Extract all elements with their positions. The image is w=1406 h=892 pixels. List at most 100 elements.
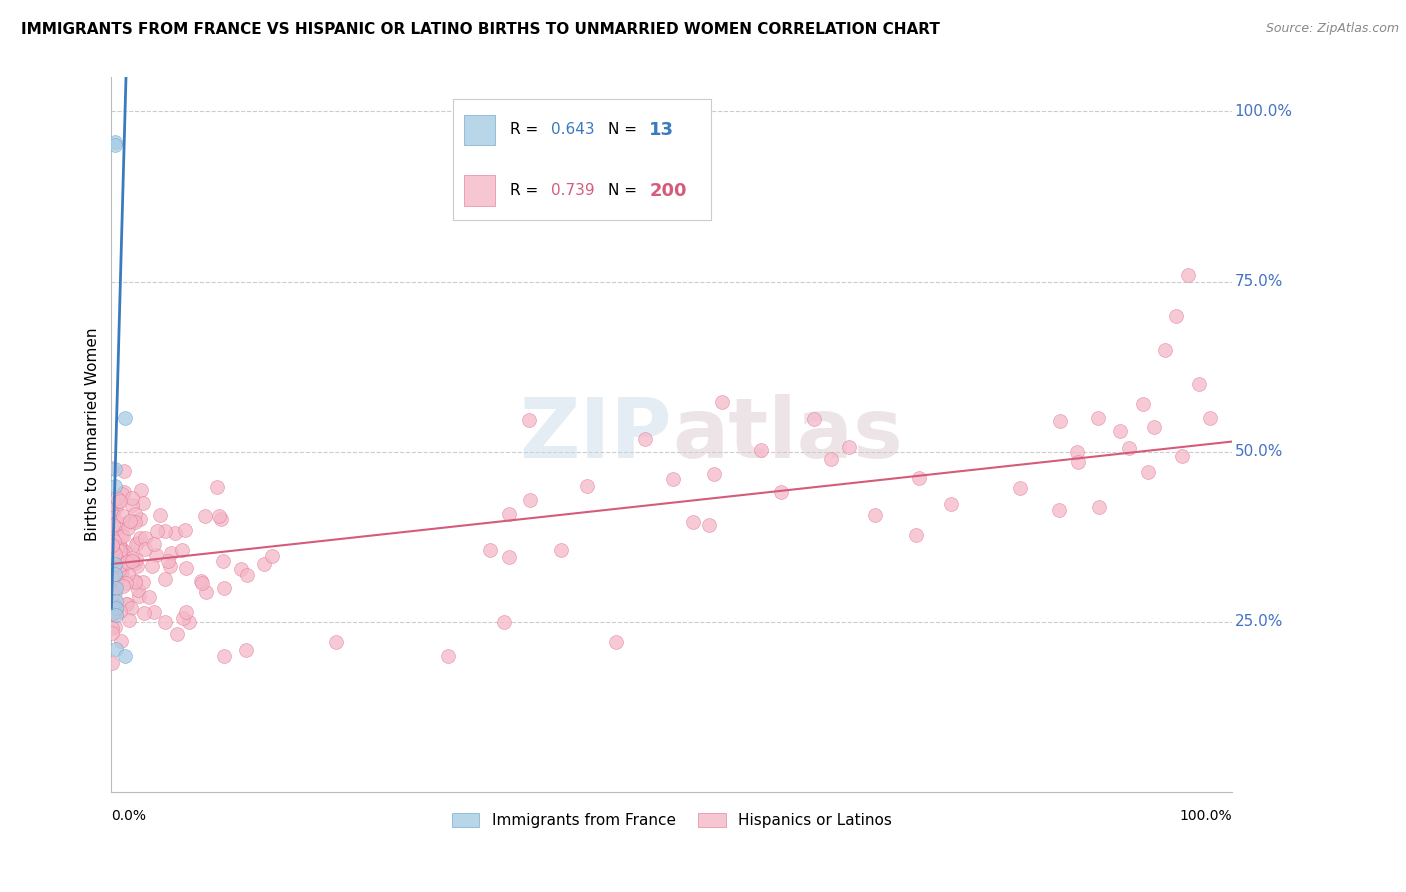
- Point: [170, 542, 193, 557]
- Point: [1136, 465, 1159, 479]
- Point: [1143, 420, 1166, 434]
- Point: [195, 584, 218, 599]
- Point: [149, 508, 172, 523]
- Point: [111, 566, 134, 580]
- Point: [105, 540, 128, 554]
- Point: [115, 516, 138, 531]
- Point: [100, 529, 122, 543]
- Point: [100, 530, 122, 544]
- Point: [104, 573, 127, 587]
- Point: [112, 464, 135, 478]
- Point: [104, 479, 127, 493]
- Point: [124, 515, 146, 529]
- Point: [1047, 503, 1070, 517]
- Point: [115, 597, 138, 611]
- Point: [115, 598, 138, 612]
- Point: [128, 589, 150, 603]
- Point: [115, 575, 138, 590]
- Point: [124, 557, 146, 571]
- Point: [108, 566, 131, 581]
- Point: [1010, 481, 1032, 495]
- Point: [104, 601, 127, 615]
- Point: [103, 518, 125, 533]
- Point: [103, 547, 125, 561]
- Point: [101, 539, 124, 553]
- Point: [1166, 309, 1188, 323]
- Point: [101, 539, 124, 553]
- Point: [108, 554, 131, 568]
- Point: [1154, 343, 1177, 357]
- Text: 75.0%: 75.0%: [1234, 274, 1284, 289]
- Point: [160, 546, 183, 560]
- Point: [492, 615, 515, 629]
- Point: [134, 531, 156, 545]
- Point: [128, 512, 150, 526]
- Point: [103, 599, 125, 613]
- Text: 50.0%: 50.0%: [1234, 444, 1284, 459]
- Point: [212, 648, 235, 663]
- Point: [905, 528, 928, 542]
- Point: [177, 615, 200, 629]
- Point: [1049, 414, 1071, 428]
- Point: [749, 443, 772, 458]
- Text: 100.0%: 100.0%: [1234, 104, 1292, 119]
- Point: [104, 585, 127, 599]
- Point: [104, 557, 127, 571]
- Point: [153, 524, 176, 538]
- Point: [112, 579, 135, 593]
- Point: [105, 500, 128, 515]
- Point: [101, 541, 124, 556]
- Point: [662, 472, 685, 486]
- Point: [436, 648, 458, 663]
- Legend: Immigrants from France, Hispanics or Latinos: Immigrants from France, Hispanics or Lat…: [446, 807, 898, 834]
- Point: [104, 135, 127, 149]
- Point: [105, 605, 128, 619]
- Point: [107, 570, 129, 584]
- Point: [121, 491, 143, 506]
- Point: [260, 549, 283, 563]
- Point: [703, 467, 725, 482]
- Point: [1088, 500, 1111, 514]
- Point: [124, 507, 146, 521]
- Point: [115, 555, 138, 569]
- Point: [103, 534, 125, 549]
- Point: [100, 549, 122, 563]
- Point: [105, 516, 128, 530]
- Point: [697, 518, 720, 533]
- Point: [110, 558, 132, 573]
- Point: [104, 620, 127, 634]
- Point: [194, 508, 217, 523]
- Point: [105, 575, 128, 590]
- Point: [838, 440, 860, 454]
- Point: [110, 543, 132, 558]
- Point: [132, 574, 155, 589]
- Point: [253, 557, 276, 571]
- Point: [101, 562, 124, 576]
- Point: [127, 583, 149, 598]
- Point: [138, 590, 160, 604]
- Point: [104, 558, 127, 572]
- Point: [101, 537, 124, 551]
- Point: [101, 507, 124, 521]
- Point: [190, 574, 212, 588]
- Point: [107, 491, 129, 505]
- Point: [128, 531, 150, 545]
- Point: [478, 542, 501, 557]
- Point: [214, 582, 236, 596]
- Text: 25.0%: 25.0%: [1234, 615, 1284, 630]
- Point: [100, 549, 122, 564]
- Point: [105, 521, 128, 535]
- Point: [104, 576, 127, 591]
- Point: [100, 656, 122, 670]
- Point: [517, 413, 540, 427]
- Point: [111, 486, 134, 500]
- Point: [101, 625, 124, 640]
- Point: [104, 607, 127, 622]
- Point: [820, 452, 842, 467]
- Point: [101, 577, 124, 591]
- Text: Source: ZipAtlas.com: Source: ZipAtlas.com: [1265, 22, 1399, 36]
- Point: [105, 570, 128, 584]
- Point: [236, 568, 259, 582]
- Point: [803, 412, 825, 426]
- Point: [159, 559, 181, 574]
